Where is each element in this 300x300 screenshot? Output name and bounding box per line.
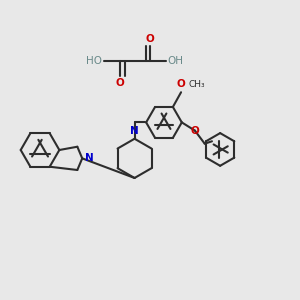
Text: CH₃: CH₃: [188, 80, 205, 89]
Text: O: O: [177, 79, 185, 89]
Text: O: O: [190, 126, 199, 136]
Text: OH: OH: [168, 56, 184, 66]
Text: N: N: [130, 126, 139, 136]
Text: O: O: [146, 34, 154, 44]
Text: N: N: [85, 153, 93, 164]
Text: HO: HO: [86, 56, 102, 66]
Text: O: O: [116, 78, 125, 88]
